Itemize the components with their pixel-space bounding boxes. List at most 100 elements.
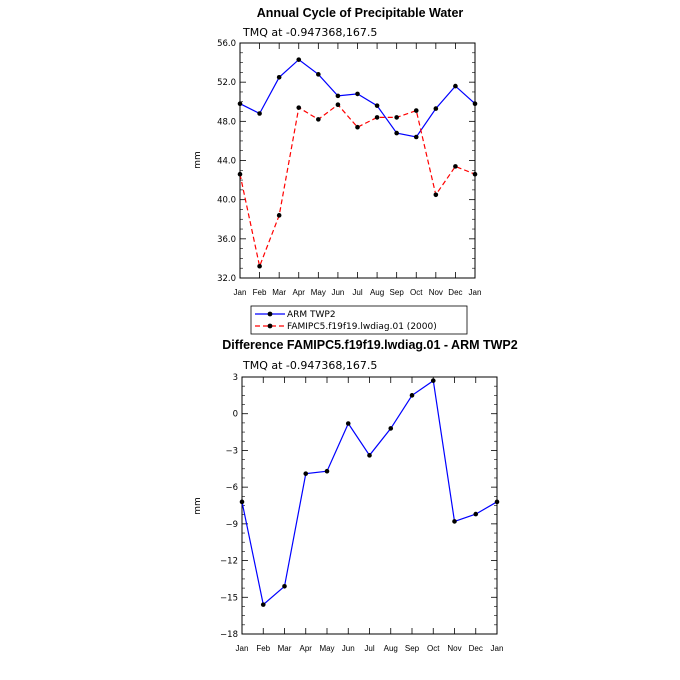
chart2-xtick-label: Aug <box>384 644 398 653</box>
chart2-ytick-label: −3 <box>225 446 238 456</box>
chart1-xtick-label: Dec <box>448 288 462 297</box>
chart2-series-0-point <box>452 519 457 524</box>
chart1-series-1-point <box>355 124 360 130</box>
chart1-xtick-label: Mar <box>272 288 286 297</box>
chart2-ytick-label: 3 <box>233 373 238 383</box>
chart2-xtick-label: Apr <box>300 644 313 653</box>
chart1-series-0-point <box>472 101 478 107</box>
chart2-xtick-label: Nov <box>447 644 461 653</box>
chart1-series-0-point <box>433 106 439 111</box>
chart2-series-0-point <box>388 426 394 431</box>
chart2-series-0-point <box>430 378 436 383</box>
chart1-series-0-point <box>296 57 302 62</box>
chart2-ytick-label: −18 <box>220 630 238 640</box>
chart1-series-1-point <box>296 105 302 110</box>
chart2-xtick-label: Dec <box>469 644 483 653</box>
chart1-series-1-point <box>335 102 341 107</box>
chart1-xtick-label: Oct <box>410 288 423 297</box>
legend-label-model: FAMIPC5.f19f19.lwdiag.01 (2000) <box>287 322 437 332</box>
chart1-series-0-point <box>237 101 243 107</box>
legend-marker-arm <box>267 311 273 317</box>
chart2-xtick-label: Feb <box>256 644 270 653</box>
chart1-xtick-label: Jun <box>331 288 344 297</box>
chart2-axes: −18 −15 −12 −9 −6 −3 0 3 Jan Feb Mar Apr May Jun Jul Au… <box>220 373 503 653</box>
chart2-ytick-label: 0 <box>233 410 238 420</box>
chart2-xtick-label: Mar <box>278 644 292 653</box>
chart1-series-1-point <box>394 115 399 120</box>
chart1-ytick-label: 56.0 <box>217 39 236 49</box>
chart2-series-0-point <box>282 583 287 589</box>
chart1-series-0-point <box>316 72 321 77</box>
chart1-xtick-label: Feb <box>253 288 267 297</box>
chart1-series-0-point <box>257 111 262 116</box>
chart1-xtick-label: Sep <box>390 288 405 297</box>
chart1-xtick-label: Nov <box>429 288 443 297</box>
chart1-series-0-point <box>276 74 282 80</box>
chart1-xtick-label: May <box>311 288 326 297</box>
chart1-subtitle: TMQ at -0.947368,167.5 <box>242 26 377 39</box>
chart1-legend: ARM TWP2 FAMIPC5.f19f19.lwdiag.01 (2000) <box>250 305 468 335</box>
chart2-series-0-point <box>409 393 415 398</box>
chart1-series-1-point <box>374 115 380 120</box>
chart1-plot-frame <box>239 42 476 279</box>
chart1-series-0-point <box>413 134 419 140</box>
chart1-series-1-point <box>472 171 478 177</box>
chart2-series-0-point <box>239 499 245 505</box>
chart1-ytick-label: 32.0 <box>217 274 236 284</box>
chart2-series-0-point <box>260 602 266 607</box>
chart1-series-1-point <box>257 263 262 269</box>
chart1-series-0-point <box>374 103 380 108</box>
chart1-series-1-point <box>413 108 419 113</box>
chart1-xtick-label: Apr <box>293 288 306 297</box>
chart2-xtick-label: Jul <box>364 644 374 653</box>
chart1-series-0-point <box>335 93 341 99</box>
chart1-series-1-point <box>433 192 439 198</box>
chart2-xtick-label: May <box>319 644 334 653</box>
chart2-ytick-label: −15 <box>220 593 238 603</box>
chart2-xtick-label: Oct <box>427 644 440 653</box>
chart2-ytick-label: −9 <box>225 520 238 530</box>
chart1-ytick-label: 44.0 <box>217 157 236 167</box>
chart2-series-line-0 <box>241 379 498 606</box>
chart1-xtick-label: Jan <box>234 288 247 297</box>
chart2-ylabel: mm <box>193 497 203 515</box>
legend-label-arm: ARM TWP2 <box>287 310 336 320</box>
chart1-series-1-point <box>316 117 321 122</box>
chart1-series-1-point <box>276 213 282 218</box>
chart2-series-0-point <box>473 511 479 517</box>
chart2-title: Difference FAMIPC5.f19f19.lwdiag.01 - AR… <box>222 338 517 352</box>
chart1-series-0-point <box>355 91 360 97</box>
chart2-xtick-label: Sep <box>405 644 420 653</box>
chart1-axes: 32.0 36.0 40.0 44.0 48.0 52.0 56.0 Jan Feb Mar Apr… <box>217 39 481 297</box>
chart2-ytick-label: −12 <box>220 557 238 567</box>
chart2-series-0-point <box>345 421 351 426</box>
chart1-ylabel: mm <box>193 151 203 169</box>
chart1-series-layer <box>237 57 478 269</box>
chart1-xtick-label: Jan <box>469 288 482 297</box>
chart1-series-1-point <box>237 171 243 177</box>
chart1-series-0-point <box>394 130 399 136</box>
chart2-xtick-label: Jan <box>491 644 504 653</box>
chart1-xtick-label: Jul <box>352 288 362 297</box>
chart2-plot-frame <box>241 376 498 635</box>
chart2-series-0-point <box>324 468 330 474</box>
chart1-ytick-label: 48.0 <box>217 117 236 127</box>
chart1-series-0-point <box>453 83 458 89</box>
legend-box <box>250 305 468 335</box>
chart2-series-0-point <box>367 453 372 458</box>
chart2-series-0-point <box>303 471 309 476</box>
chart1-series-1-point <box>453 164 458 169</box>
chart1-title: Annual Cycle of Precipitable Water <box>257 6 464 20</box>
chart1-ytick-label: 40.0 <box>217 196 236 206</box>
chart2-ytick-label: −6 <box>225 483 238 493</box>
chart1-xtick-label: Aug <box>370 288 384 297</box>
chart2-xtick-label: Jun <box>342 644 355 653</box>
chart2-series-0-point <box>494 499 500 505</box>
chart2-series-layer <box>239 378 500 607</box>
chart2-xtick-label: Jan <box>236 644 249 653</box>
chart1-ytick-label: 36.0 <box>217 235 236 245</box>
legend-marker-model <box>267 323 273 329</box>
chart2-subtitle: TMQ at -0.947368,167.5 <box>242 359 377 372</box>
chart1-ytick-label: 52.0 <box>217 78 236 88</box>
